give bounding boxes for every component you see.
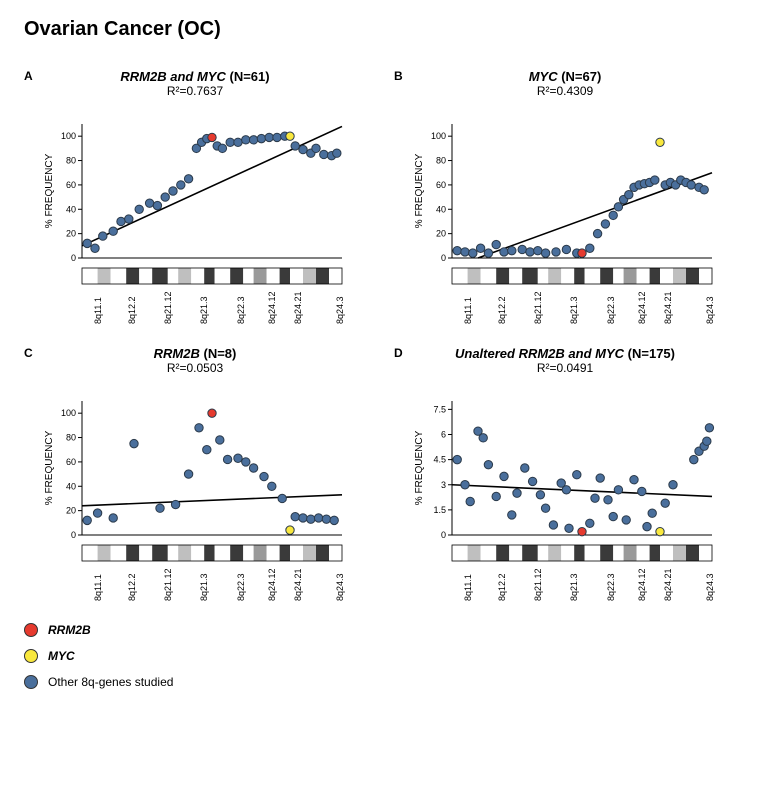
panels-grid: A RRM2B and MYC (N=61) R²=0.7637 0204060…	[24, 69, 736, 603]
legend-item-other: Other 8q-genes studied	[24, 675, 736, 689]
x-tick-label: 8q11.1	[93, 574, 103, 601]
svg-text:6: 6	[441, 430, 446, 440]
x-tick-label: 8q24.21	[663, 568, 673, 601]
panel-letter: C	[24, 346, 33, 360]
legend: RRM2B MYC Other 8q-genes studied	[24, 623, 736, 689]
svg-text:4.5: 4.5	[433, 455, 446, 465]
x-tick-label: 8q11.1	[463, 574, 473, 601]
x-tick-label: 8q24.3	[335, 573, 345, 601]
panel-r2: R²=0.0491	[394, 361, 736, 375]
svg-text:60: 60	[436, 180, 446, 190]
x-tick-label: 8q21.3	[199, 296, 209, 324]
x-axis-labels: 8q11.1 8q12.2 8q21.12 8q21.3 8q22.3 8q24.12 8q…	[40, 288, 350, 326]
x-tick-label: 8q12.2	[127, 573, 137, 601]
x-axis-labels: 8q11.1 8q12.2 8q21.12 8q21.3 8q22.3 8q24.12 8q…	[410, 288, 720, 326]
svg-text:40: 40	[66, 481, 76, 491]
scatter-chart: 0 1.5 3 4.5 6 7.5 % FREQUENCY	[410, 381, 720, 541]
x-tick-label: 8q24.12	[637, 291, 647, 324]
svg-text:3: 3	[441, 480, 446, 490]
svg-text:80: 80	[436, 156, 446, 166]
x-tick-label: 8q12.2	[497, 573, 507, 601]
scatter-chart: 0 20 40 60 80 100 % FREQUENCY	[40, 381, 350, 541]
panel-b: B MYC (N=67) R²=0.4309 0 20 40 60 80 100 % FRE…	[394, 69, 736, 326]
chromosome-ideogram	[40, 543, 350, 563]
svg-text:40: 40	[66, 204, 76, 214]
svg-text:100: 100	[61, 408, 76, 418]
scatter-chart: 0 20 40 60 80 100 % FREQUENCY	[40, 104, 350, 264]
x-tick-label: 8q21.3	[569, 296, 579, 324]
legend-item-rrm2b: RRM2B	[24, 623, 736, 637]
panel-letter: D	[394, 346, 403, 360]
svg-text:20: 20	[66, 506, 76, 516]
svg-text:40: 40	[436, 204, 446, 214]
panel-r2: R²=0.4309	[394, 84, 736, 98]
page-title: Ovarian Cancer (OC)	[24, 18, 736, 41]
panel-title: RRM2B and MYC (N=61)	[24, 69, 366, 84]
x-tick-label: 8q24.21	[663, 291, 673, 324]
panel-r2: R²=0.7637	[24, 84, 366, 98]
x-tick-label: 8q24.21	[293, 291, 303, 324]
x-tick-label: 8q21.12	[163, 568, 173, 601]
svg-text:% FREQUENCY: % FREQUENCY	[414, 430, 425, 505]
x-tick-label: 8q24.12	[637, 568, 647, 601]
svg-text:60: 60	[66, 180, 76, 190]
panel-letter: A	[24, 69, 33, 83]
scatter-chart: 0 20 40 60 80 100 % FREQUENCY	[410, 104, 720, 264]
x-tick-label: 8q12.2	[497, 296, 507, 324]
x-tick-label: 8q11.1	[463, 297, 473, 324]
svg-text:0: 0	[441, 530, 446, 540]
chromosome-ideogram	[410, 543, 720, 563]
panel-d: D Unaltered RRM2B and MYC (N=175) R²=0.0…	[394, 346, 736, 603]
panel-c: C RRM2B (N=8) R²=0.0503 0 20 40 60 80 100 % FR…	[24, 346, 366, 603]
panel-a: A RRM2B and MYC (N=61) R²=0.7637 0 20 40 60…	[24, 69, 366, 326]
svg-text:7.5: 7.5	[433, 404, 446, 414]
x-tick-label: 8q12.2	[127, 296, 137, 324]
x-tick-label: 8q21.12	[533, 291, 543, 324]
x-tick-label: 8q21.12	[163, 291, 173, 324]
x-tick-label: 8q22.3	[236, 573, 246, 601]
x-tick-label: 8q22.3	[606, 296, 616, 324]
x-tick-label: 8q24.3	[335, 296, 345, 324]
x-tick-label: 8q24.12	[267, 291, 277, 324]
x-tick-label: 8q11.1	[93, 297, 103, 324]
svg-text:% FREQUENCY: % FREQUENCY	[44, 430, 55, 505]
panel-r2: R²=0.0503	[24, 361, 366, 375]
panel-title: MYC (N=67)	[394, 69, 736, 84]
svg-text:80: 80	[66, 156, 76, 166]
svg-text:0: 0	[71, 530, 76, 540]
svg-text:20: 20	[436, 229, 446, 239]
svg-text:0: 0	[71, 253, 76, 263]
svg-text:80: 80	[66, 433, 76, 443]
panel-title: RRM2B (N=8)	[24, 346, 366, 361]
svg-text:100: 100	[431, 131, 446, 141]
chromosome-ideogram	[410, 266, 720, 286]
svg-text:60: 60	[66, 457, 76, 467]
legend-item-myc: MYC	[24, 649, 736, 663]
x-tick-label: 8q24.3	[705, 296, 715, 324]
svg-text:20: 20	[66, 229, 76, 239]
svg-text:100: 100	[61, 131, 76, 141]
x-tick-label: 8q24.3	[705, 573, 715, 601]
x-tick-label: 8q24.21	[293, 568, 303, 601]
svg-text:1.5: 1.5	[433, 505, 446, 515]
x-tick-label: 8q21.3	[569, 573, 579, 601]
x-tick-label: 8q21.3	[199, 573, 209, 601]
x-tick-label: 8q24.12	[267, 568, 277, 601]
legend-swatch-icon	[24, 623, 38, 637]
panel-title: Unaltered RRM2B and MYC (N=175)	[394, 346, 736, 361]
x-tick-label: 8q22.3	[236, 296, 246, 324]
legend-swatch-icon	[24, 649, 38, 663]
svg-text:% FREQUENCY: % FREQUENCY	[44, 153, 55, 228]
x-axis-labels: 8q11.1 8q12.2 8q21.12 8q21.3 8q22.3 8q24.12 8q…	[40, 565, 350, 603]
x-axis-labels: 8q11.1 8q12.2 8q21.12 8q21.3 8q22.3 8q24.12 8q…	[410, 565, 720, 603]
x-tick-label: 8q21.12	[533, 568, 543, 601]
chromosome-ideogram	[40, 266, 350, 286]
panel-letter: B	[394, 69, 403, 83]
x-tick-label: 8q22.3	[606, 573, 616, 601]
svg-text:% FREQUENCY: % FREQUENCY	[414, 153, 425, 228]
svg-text:0: 0	[441, 253, 446, 263]
legend-swatch-icon	[24, 675, 38, 689]
